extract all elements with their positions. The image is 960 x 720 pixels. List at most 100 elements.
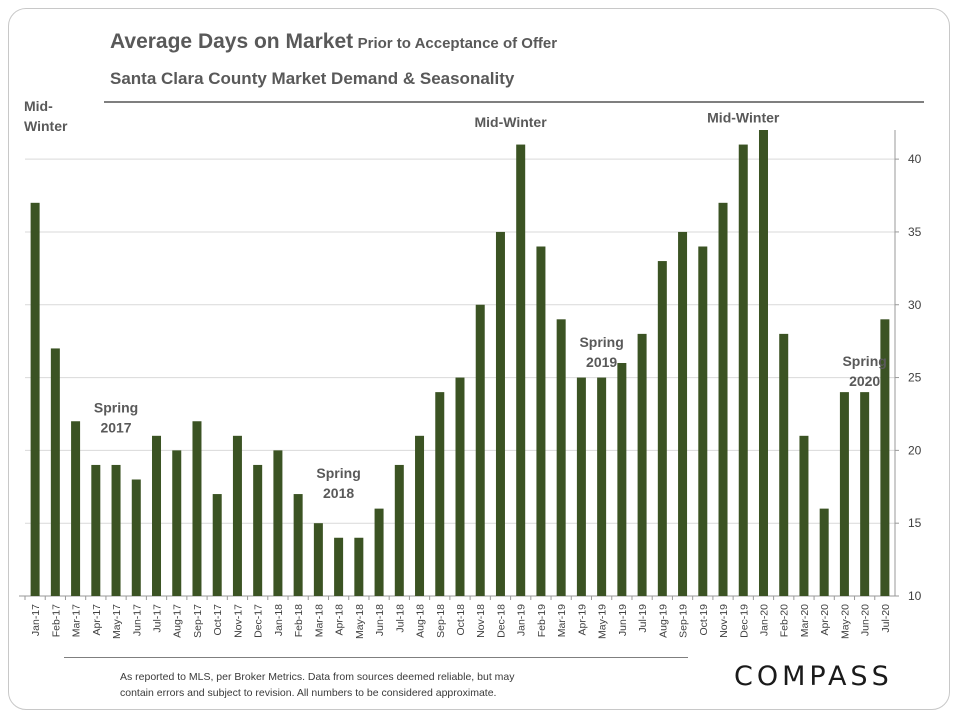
- y-tick-label: 15: [908, 516, 922, 530]
- x-tick-label: Jun-19: [617, 604, 629, 636]
- bar: [617, 363, 627, 596]
- source-footnote: As reported to MLS, per Broker Metrics. …: [120, 669, 640, 701]
- bar: [313, 523, 323, 596]
- bar: [475, 304, 485, 596]
- bar: [779, 333, 789, 596]
- bar: [576, 377, 586, 596]
- bar: [131, 479, 141, 596]
- bar: [536, 246, 546, 596]
- bar: [71, 421, 81, 596]
- x-tick-label: Feb-18: [293, 604, 305, 637]
- bar: [637, 333, 647, 596]
- bar: [111, 464, 121, 596]
- annotation-label: Mid-: [24, 98, 53, 114]
- bar: [192, 421, 202, 596]
- x-tick-label: Jan-18: [273, 604, 285, 636]
- x-tick-label: Jul-18: [394, 604, 406, 633]
- x-tick-label: May-19: [597, 604, 609, 639]
- bar: [819, 508, 829, 596]
- annotation-label: Mid-Winter: [474, 114, 547, 130]
- bar: [91, 464, 101, 596]
- x-tick-label: Sep-18: [435, 604, 447, 638]
- bar: [394, 464, 404, 596]
- x-tick-label: Jan-19: [516, 604, 528, 636]
- bar: [556, 319, 566, 596]
- annotation-label: Winter: [24, 118, 68, 134]
- x-tick-label: Feb-20: [779, 604, 791, 637]
- x-tick-label: Mar-20: [799, 604, 811, 637]
- annotation-label: Spring: [94, 400, 138, 416]
- x-tick-label: Apr-19: [576, 604, 588, 636]
- x-tick-label: Aug-18: [415, 604, 427, 638]
- x-tick-label: Apr-17: [91, 604, 103, 636]
- annotation-label: Spring: [316, 465, 360, 481]
- title-sub: Prior to Acceptance of Offer: [357, 35, 558, 52]
- x-tick-label: Jun-17: [131, 604, 143, 636]
- bar: [152, 435, 162, 596]
- x-tick-label: Feb-19: [536, 604, 548, 637]
- x-tick-label: Jul-20: [880, 604, 892, 633]
- x-tick-label: Oct-18: [455, 604, 467, 636]
- bar: [678, 231, 688, 596]
- y-tick-label: 40: [908, 152, 922, 166]
- y-tick-label: 30: [908, 298, 922, 312]
- bar: [880, 319, 890, 596]
- title-divider: [104, 101, 924, 103]
- bar: [415, 435, 425, 596]
- bar: [455, 377, 465, 596]
- bar: [374, 508, 384, 596]
- x-tick-label: Aug-17: [172, 604, 184, 638]
- bar: [758, 130, 768, 596]
- x-tick-label: Nov-19: [718, 604, 730, 638]
- chart-subtitle: Santa Clara County Market Demand & Seaso…: [110, 69, 515, 88]
- x-tick-label: Jul-19: [637, 604, 649, 633]
- x-tick-label: Oct-17: [212, 604, 224, 636]
- x-tick-label: Mar-19: [556, 604, 568, 637]
- y-tick-label: 20: [908, 443, 922, 457]
- bar: [172, 450, 182, 596]
- bar: [738, 144, 748, 596]
- y-tick-label: 35: [908, 225, 922, 239]
- bar: [718, 202, 728, 596]
- x-tick-label: Oct-19: [698, 604, 710, 636]
- y-tick-label: 25: [908, 371, 922, 385]
- bar: [232, 435, 242, 596]
- y-tick-label: 10: [908, 589, 922, 603]
- x-tick-label: Sep-17: [192, 604, 204, 638]
- bar: [354, 537, 364, 596]
- bar: [253, 464, 263, 596]
- bar: [435, 392, 445, 596]
- footer-divider: [64, 657, 688, 658]
- footnote-line-1: As reported to MLS, per Broker Metrics. …: [120, 671, 515, 683]
- bar: [698, 246, 708, 596]
- x-tick-label: Jul-17: [152, 604, 164, 633]
- x-tick-label: Apr-20: [819, 604, 831, 636]
- annotation-label: 2020: [849, 373, 880, 389]
- bar: [839, 392, 849, 596]
- x-tick-label: Nov-18: [475, 604, 487, 638]
- x-tick-label: Apr-18: [334, 604, 346, 636]
- x-tick-label: Jun-18: [374, 604, 386, 636]
- bar: [495, 231, 505, 596]
- bar: [293, 494, 303, 596]
- footnote-line-2: contain errors and subject to revision. …: [120, 687, 497, 699]
- compass-logo: COMPASS: [734, 661, 893, 692]
- x-tick-label: Jun-20: [860, 604, 872, 636]
- bar: [212, 494, 222, 596]
- x-tick-label: Dec-17: [253, 604, 265, 638]
- x-tick-label: Nov-17: [232, 604, 244, 638]
- bar: [273, 450, 283, 596]
- x-tick-label: May-20: [839, 604, 851, 639]
- annotation-label: 2017: [100, 420, 131, 436]
- bar: [516, 144, 526, 596]
- bar: [657, 261, 667, 596]
- bar: [334, 537, 344, 596]
- annotation-label: 2018: [323, 485, 354, 501]
- bar: [30, 202, 40, 596]
- x-tick-label: Dec-19: [738, 604, 750, 638]
- x-tick-label: Jan-20: [758, 604, 770, 636]
- x-tick-label: Sep-19: [678, 604, 690, 638]
- title-main: Average Days on Market: [110, 30, 354, 53]
- annotation-label: Spring: [579, 334, 623, 350]
